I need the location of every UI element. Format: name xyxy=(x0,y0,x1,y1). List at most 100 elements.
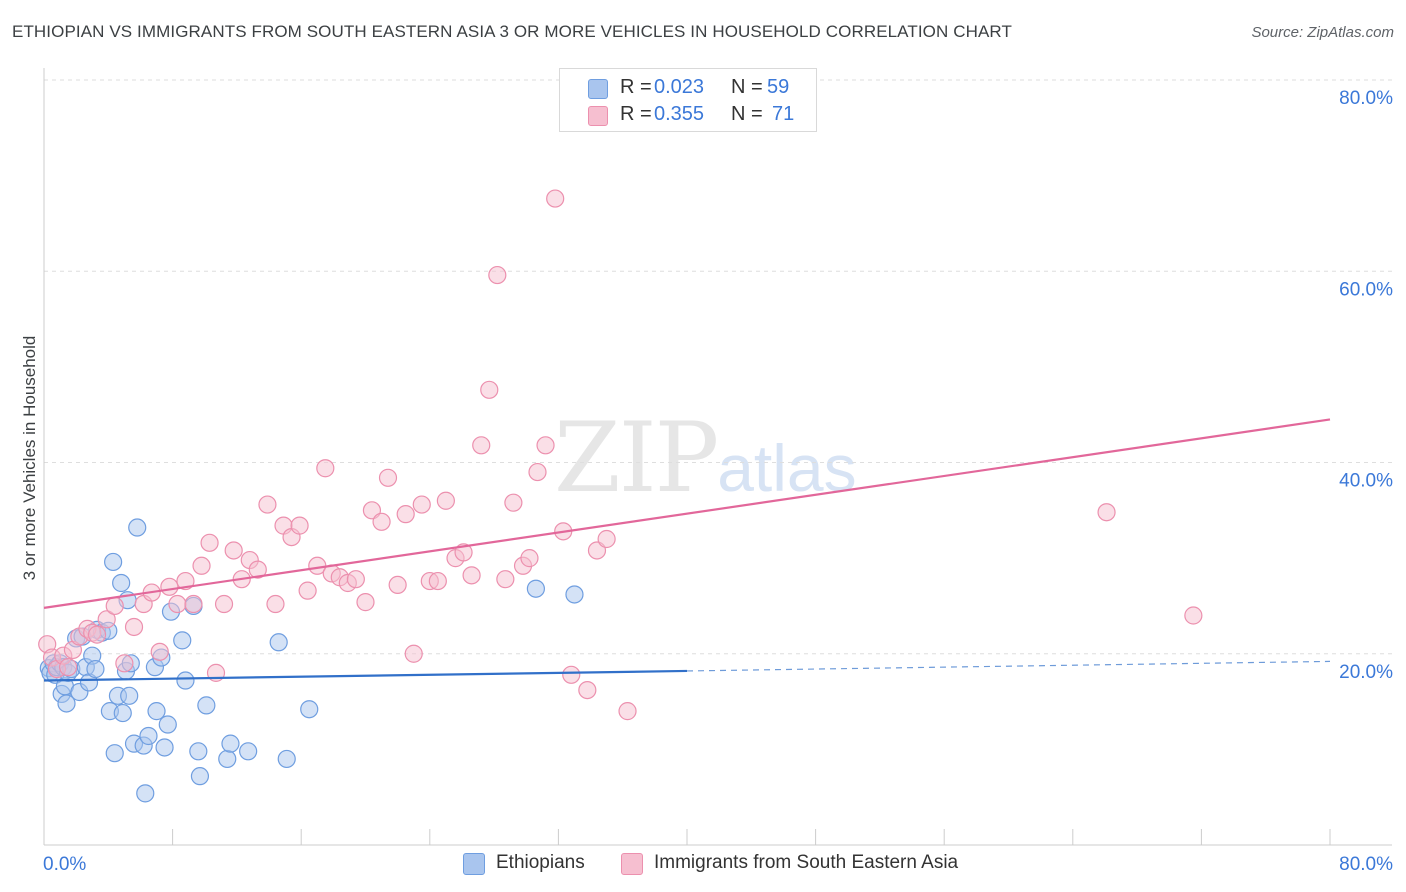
legend-n-label: N = xyxy=(731,103,763,125)
immigrants-point xyxy=(105,596,124,616)
ethiopians-point xyxy=(86,659,105,679)
chart-title: ETHIOPIAN VS IMMIGRANTS FROM SOUTH EASTE… xyxy=(12,22,1012,41)
immigrants-point xyxy=(168,594,187,614)
ethiopians-point xyxy=(565,585,584,604)
immigrants-point xyxy=(546,189,565,208)
immigrants-point xyxy=(562,665,581,684)
trend-layer xyxy=(43,418,1331,682)
immigrants-point xyxy=(87,625,107,644)
x-tick-label-end: 80.0% xyxy=(1339,854,1393,875)
immigrants-point xyxy=(504,493,523,512)
ethiopians-point xyxy=(269,633,288,652)
immigrants-point xyxy=(578,680,597,700)
immigrants-point xyxy=(97,610,116,629)
ethiopians-point xyxy=(158,715,177,734)
ethiopians-point xyxy=(136,784,155,803)
ethiopians-point xyxy=(221,734,240,753)
y-tick-label: 60.0% xyxy=(1339,279,1393,300)
immigrants-point xyxy=(404,644,423,663)
immigrants-point xyxy=(454,543,473,562)
ethiopians-point xyxy=(526,579,545,598)
immigrants-point xyxy=(388,575,407,595)
immigrants-point xyxy=(176,571,195,591)
legend-r-value: 0.355 xyxy=(654,103,705,125)
immigrants-point xyxy=(412,495,431,514)
series-swatch-ethiopians xyxy=(463,853,485,875)
immigrants-point xyxy=(488,265,507,285)
watermark: ZIPatlas xyxy=(554,402,857,514)
legend-n-label: N = xyxy=(731,76,763,98)
ethiopians-trend-extension xyxy=(686,660,1331,672)
axis-layer xyxy=(43,68,1392,846)
watermark-zip: ZIP xyxy=(554,402,719,514)
immigrants-point xyxy=(258,495,277,514)
legend-swatch-ethiopians xyxy=(588,79,608,99)
ethiopians-point xyxy=(189,742,208,761)
legend-row-ethiopians: R = 0.023 N = 59 xyxy=(560,73,816,101)
ethiopians-point xyxy=(113,703,132,723)
immigrants-point xyxy=(472,436,491,455)
ethiopians-point xyxy=(239,742,258,761)
immigrants-point xyxy=(124,617,144,637)
y-tick-label: 80.0% xyxy=(1339,88,1393,109)
immigrants-point xyxy=(115,654,134,673)
immigrants-point xyxy=(618,702,637,721)
ethiopians-point xyxy=(277,749,296,769)
series-swatch-immigrants xyxy=(621,853,643,875)
ethiopians-point xyxy=(112,573,131,593)
y-tick-label: 40.0% xyxy=(1339,471,1393,492)
ethiopians-point xyxy=(128,518,147,537)
legend-row-immigrants: R = 0.355 N = 71 xyxy=(560,100,816,128)
legend-n-value: 59 xyxy=(767,76,790,98)
immigrants-point xyxy=(248,560,267,579)
immigrants-point xyxy=(436,491,455,510)
immigrants-point xyxy=(1097,503,1116,522)
immigrants-point xyxy=(520,549,539,568)
ethiopians-point xyxy=(176,671,195,690)
immigrants-point xyxy=(224,541,243,560)
immigrants-point xyxy=(1184,606,1203,625)
ethiopians-point xyxy=(104,552,123,572)
immigrants-point xyxy=(528,462,547,482)
ethiopians-point xyxy=(139,726,158,746)
ethiopians-point xyxy=(147,702,166,721)
immigrants-point xyxy=(298,581,317,600)
immigrants-point xyxy=(346,570,365,589)
immigrants-point xyxy=(496,570,515,589)
immigrants-trend-line xyxy=(43,418,1331,609)
series-label-immigrants: Immigrants from South Eastern Asia xyxy=(654,852,959,873)
immigrants-point xyxy=(480,380,499,399)
immigrants-point xyxy=(290,516,309,535)
legend-r-value: 0.023 xyxy=(654,76,705,98)
immigrants-point xyxy=(372,512,391,531)
ethiopians-trend-line xyxy=(43,669,688,682)
immigrants-point xyxy=(428,571,447,591)
ethiopians-point xyxy=(57,694,76,713)
immigrants-point xyxy=(316,459,335,478)
ethiopians-point xyxy=(218,749,237,769)
ethiopians-point xyxy=(190,767,210,786)
x-tick-label-start: 0.0% xyxy=(43,854,86,875)
immigrants-point xyxy=(266,594,285,614)
legend-n-value: 71 xyxy=(772,103,795,125)
ethiopians-point xyxy=(155,738,174,757)
ethiopians-point xyxy=(197,696,216,715)
immigrants-point xyxy=(160,577,179,596)
ethiopians-point xyxy=(173,631,192,650)
immigrants-point xyxy=(396,505,415,524)
immigrants-point xyxy=(192,556,211,575)
series-label-ethiopians: Ethiopians xyxy=(496,852,585,873)
points-layer xyxy=(38,189,1203,803)
ethiopians-point xyxy=(120,686,139,705)
correlation-legend: R = 0.023 N = 59 R = 0.355 N = 71 xyxy=(559,68,817,132)
immigrants-point xyxy=(200,533,219,552)
legend-r-label: R = xyxy=(620,103,652,125)
immigrants-point xyxy=(59,658,78,677)
tick-label-layer: 20.0% 40.0% 60.0% 80.0% 0.0% 80.0% xyxy=(43,88,1393,875)
ethiopians-point xyxy=(105,744,124,763)
immigrants-point xyxy=(184,594,203,614)
immigrants-point xyxy=(356,593,375,612)
source-credit: Source: ZipAtlas.com xyxy=(1251,24,1394,41)
immigrants-point xyxy=(536,436,555,455)
